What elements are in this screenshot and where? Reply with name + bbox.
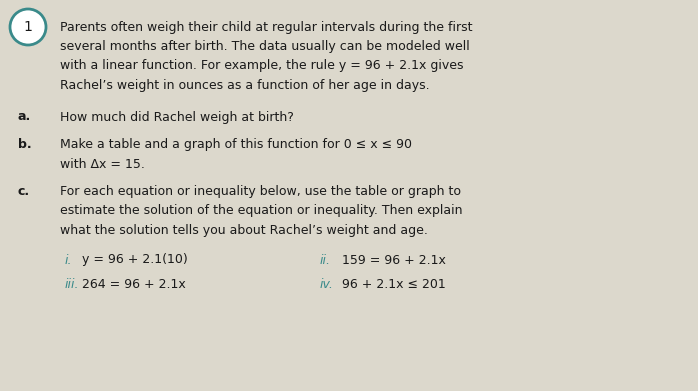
Text: 264 = 96 + 2.1x: 264 = 96 + 2.1x [82, 278, 186, 291]
Text: How much did Rachel weigh at birth?: How much did Rachel weigh at birth? [60, 111, 294, 124]
Text: i.: i. [65, 253, 73, 267]
Text: what the solution tells you about Rachel’s weight and age.: what the solution tells you about Rachel… [60, 224, 428, 237]
Text: c.: c. [18, 185, 30, 198]
Text: 159 = 96 + 2.1x: 159 = 96 + 2.1x [342, 253, 446, 267]
Text: with Δx = 15.: with Δx = 15. [60, 158, 145, 170]
Text: y = 96 + 2.1(10): y = 96 + 2.1(10) [82, 253, 188, 267]
Text: Make a table and a graph of this function for 0 ≤ x ≤ 90: Make a table and a graph of this functio… [60, 138, 412, 151]
Text: with a linear function. For example, the rule y = 96 + 2.1x gives: with a linear function. For example, the… [60, 59, 463, 72]
Text: a.: a. [18, 111, 31, 124]
Text: For each equation or inequality below, use the table or graph to: For each equation or inequality below, u… [60, 185, 461, 198]
Text: 96 + 2.1x ≤ 201: 96 + 2.1x ≤ 201 [342, 278, 446, 291]
Text: Rachel’s weight in ounces as a function of her age in days.: Rachel’s weight in ounces as a function … [60, 79, 430, 92]
Circle shape [10, 9, 46, 45]
Text: b.: b. [18, 138, 31, 151]
Text: iv.: iv. [320, 278, 334, 291]
Text: Parents often weigh their child at regular intervals during the first: Parents often weigh their child at regul… [60, 20, 473, 34]
Text: several months after birth. The data usually can be modeled well: several months after birth. The data usu… [60, 40, 470, 53]
Text: iii.: iii. [65, 278, 80, 291]
Text: ii.: ii. [320, 253, 331, 267]
Text: estimate the solution of the equation or inequality. Then explain: estimate the solution of the equation or… [60, 204, 463, 217]
Text: 1: 1 [24, 20, 32, 34]
